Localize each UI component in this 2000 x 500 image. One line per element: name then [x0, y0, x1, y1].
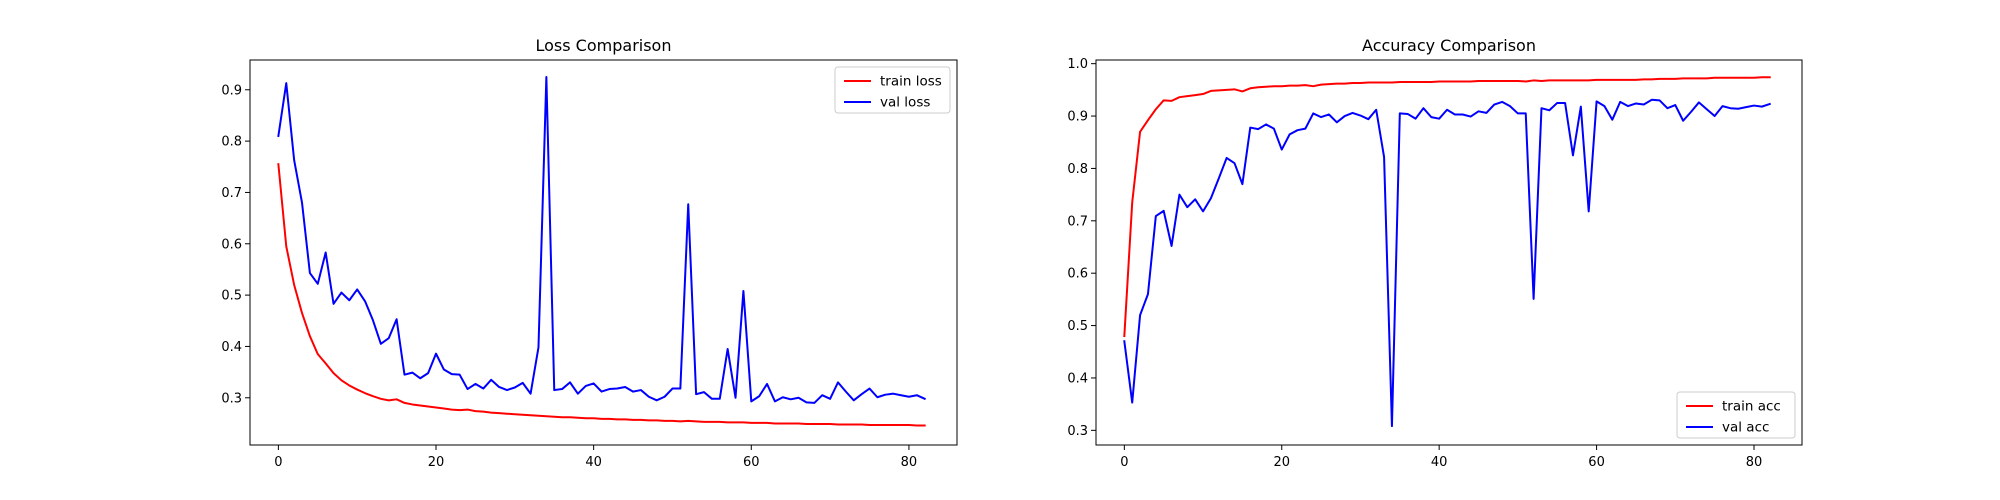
accuracy-x-tick-label: 40	[1431, 455, 1448, 470]
accuracy-legend-label: train acc	[1722, 399, 1781, 415]
accuracy-y-tick-label: 1.0	[1067, 57, 1088, 72]
loss-series-train-loss	[277, 163, 926, 427]
loss-x-tick-label: 80	[901, 455, 918, 470]
loss-y-tick-label: 0.9	[221, 83, 242, 98]
accuracy-y-tick-label: 0.3	[1067, 424, 1088, 439]
accuracy-legend-label: val acc	[1722, 420, 1769, 436]
accuracy-y-tick-label: 0.8	[1067, 162, 1088, 177]
accuracy-series-train-acc	[1123, 76, 1771, 338]
accuracy-plot-frame	[1095, 59, 1803, 446]
loss-legend-label: val loss	[880, 95, 930, 111]
loss-y-tick-label: 0.6	[221, 237, 242, 252]
accuracy-series-val-acc	[1123, 98, 1771, 428]
loss-y-tick-label: 0.4	[221, 340, 242, 355]
accuracy-y-tick-label: 0.9	[1067, 110, 1088, 125]
loss-x-tick-label: 40	[585, 455, 602, 470]
accuracy-y-tick-label: 0.4	[1067, 371, 1088, 386]
accuracy-x-tick-label: 0	[1120, 455, 1128, 470]
loss-x-tick-label: 60	[743, 455, 760, 470]
accuracy-y-tick-label: 0.7	[1067, 214, 1088, 229]
accuracy-chart-title: Accuracy Comparison	[1362, 36, 1536, 55]
loss-chart: Loss Comparison 0 20 40 60 80 0.3 0.4 0.5 0.6 0.7 0…	[221, 36, 958, 470]
accuracy-x-tick-label: 20	[1273, 455, 1290, 470]
loss-series-val-loss	[277, 75, 927, 404]
loss-x-tick-label: 0	[274, 455, 282, 470]
loss-x-tick-label: 20	[428, 455, 445, 470]
accuracy-y-tick-label: 0.5	[1067, 319, 1088, 334]
accuracy-y-tick-label: 0.6	[1067, 267, 1088, 282]
loss-chart-title: Loss Comparison	[536, 36, 672, 55]
accuracy-chart: Accuracy Comparison 0 20 40 60 80 0.3 0.4 0.5 0.6…	[1067, 36, 1803, 470]
accuracy-x-tick-label: 80	[1746, 455, 1763, 470]
loss-legend-label: train loss	[880, 74, 942, 90]
accuracy-x-tick-label: 60	[1588, 455, 1605, 470]
loss-legend: train loss val loss	[834, 66, 951, 114]
loss-y-tick-label: 0.8	[221, 135, 242, 150]
loss-y-tick-label: 0.5	[221, 289, 242, 304]
loss-y-tick-label: 0.7	[221, 186, 242, 201]
loss-y-tick-label: 0.3	[221, 391, 242, 406]
loss-plot-frame	[249, 59, 958, 446]
accuracy-legend: train acc val acc	[1676, 391, 1796, 439]
